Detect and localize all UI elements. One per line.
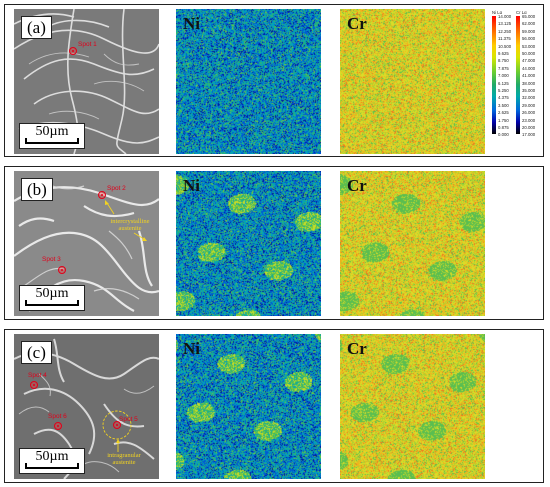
legend-tick: 17.000: [522, 132, 536, 138]
legend-tick: 12.250: [498, 28, 512, 34]
legend-tick: 20.000: [522, 125, 536, 130]
legend-tick: 65.000: [522, 14, 536, 19]
scale-bar: 50µm: [19, 285, 85, 311]
legend-tick: 62.000: [522, 21, 536, 27]
scale-bar-line: [25, 300, 79, 306]
annotation-arrows: [105, 200, 147, 241]
scale-bar-text: 50µm: [35, 124, 69, 139]
scale-bar-line: [25, 463, 79, 469]
map-title: Ni: [183, 176, 200, 195]
panel-label: (b): [21, 178, 53, 201]
spot-marker-ring: [113, 421, 121, 429]
legend-tick: 35.000: [522, 88, 536, 93]
cr-map-canvas: [340, 9, 485, 154]
legend-tick: 0.000: [498, 132, 509, 138]
map-title: Cr: [347, 339, 367, 358]
cr-map-b: Cr: [340, 171, 485, 316]
legend-tick: 6.125: [498, 80, 509, 86]
ni-map-canvas: [176, 9, 321, 154]
legend-tick: 3.500: [498, 102, 509, 108]
legend-tick: 53.000: [522, 43, 536, 49]
panel-label: (a): [21, 16, 52, 39]
map-title: Cr: [347, 176, 367, 195]
legend-tick: 7.000: [498, 73, 509, 79]
legend-tick: 2.625: [498, 110, 509, 116]
ni-map-b: Ni: [176, 171, 321, 316]
legend-tick: 10.500: [498, 43, 512, 49]
spot-label: Spot 2: [107, 185, 126, 192]
spot-marker-ring: [98, 191, 106, 199]
map-title: Cr: [347, 14, 367, 33]
legend-tick: 38.000: [522, 80, 536, 86]
cr-map-canvas: [340, 171, 485, 316]
legend-tick: 8.750: [498, 58, 509, 64]
legend-tick: 23.000: [522, 117, 536, 123]
legend-tick: 9.625: [498, 51, 509, 56]
ni-map-a: Ni: [176, 9, 321, 154]
cr-map-canvas: [340, 334, 485, 479]
legend-title: Ni Lα: [492, 10, 503, 15]
legend-tick: 4.375: [498, 95, 509, 101]
spot-marker-ring: [54, 422, 62, 430]
highlight-circle: [102, 410, 132, 440]
ni-map-canvas: [176, 171, 321, 316]
legend-colorbar: [516, 16, 520, 134]
ni-map-c: Ni: [176, 334, 321, 479]
legend-tick: 11.375: [498, 36, 511, 42]
scale-bar-line: [25, 138, 79, 144]
spot-marker-ring: [58, 266, 66, 274]
figure-panel-a: (a) Spot 1 50µm Ni Cr Ni Lα 14.000 13.12…: [4, 4, 544, 157]
legend-tick: 13.125: [498, 21, 512, 27]
spot-marker-ring: [69, 47, 77, 55]
austenite-annotation: intragranular austenite: [107, 452, 141, 466]
legend-tick: 47.000: [522, 58, 536, 64]
spot-label: Spot 3: [42, 256, 61, 263]
legend-tick: 5.250: [498, 88, 509, 93]
sem-image-b: (b) Spot 2 Spot 3 intercrystalline auste…: [14, 171, 159, 316]
figure-panel-c: (c) Spot 4 Spot 6 Spot 5 intragranular a…: [4, 329, 544, 483]
map-title: Ni: [183, 14, 200, 33]
legend-tick: 29.000: [522, 102, 536, 108]
sem-image-a: (a) Spot 1 50µm: [14, 9, 159, 154]
spot-marker-ring: [30, 381, 38, 389]
panel-label: (c): [21, 341, 52, 364]
legend-tick: 0.875: [498, 125, 509, 130]
austenite-annotation: intercrystalline austenite: [110, 218, 150, 232]
legend-tick: 7.875: [498, 65, 509, 71]
sem-image-c: (c) Spot 4 Spot 6 Spot 5 intragranular a…: [14, 334, 159, 479]
scale-bar-text: 50µm: [35, 286, 69, 301]
legend-tick: 14.000: [498, 14, 512, 19]
legend-title: Cr Lα: [516, 10, 527, 15]
legend-tick: 41.000: [522, 73, 536, 79]
map-title: Ni: [183, 339, 200, 358]
spot-label: Spot 4: [28, 372, 47, 379]
cr-map-a: Cr: [340, 9, 485, 154]
legend-tick: 1.750: [498, 117, 509, 123]
legend-tick: 26.000: [522, 110, 536, 116]
figure-panel-b: (b) Spot 2 Spot 3 intercrystalline auste…: [4, 166, 544, 320]
legend-tick: 44.000: [522, 65, 536, 71]
ni-map-canvas: [176, 334, 321, 479]
legend-tick: 32.000: [522, 95, 536, 101]
legend-colorbar: [492, 16, 496, 134]
cr-map-c: Cr: [340, 334, 485, 479]
annotation-arrows: [116, 439, 120, 452]
spot-label: Spot 1: [78, 41, 97, 48]
scale-bar: 50µm: [19, 448, 85, 474]
spot-label: Spot 6: [48, 413, 67, 420]
legend-tick: 59.000: [522, 28, 536, 34]
spot-label: Spot 5: [119, 416, 138, 423]
legend-tick: 56.000: [522, 36, 536, 42]
legend-tick: 50.000: [522, 51, 536, 56]
scale-bar: 50µm: [19, 123, 85, 149]
scale-bar-text: 50µm: [35, 449, 69, 464]
